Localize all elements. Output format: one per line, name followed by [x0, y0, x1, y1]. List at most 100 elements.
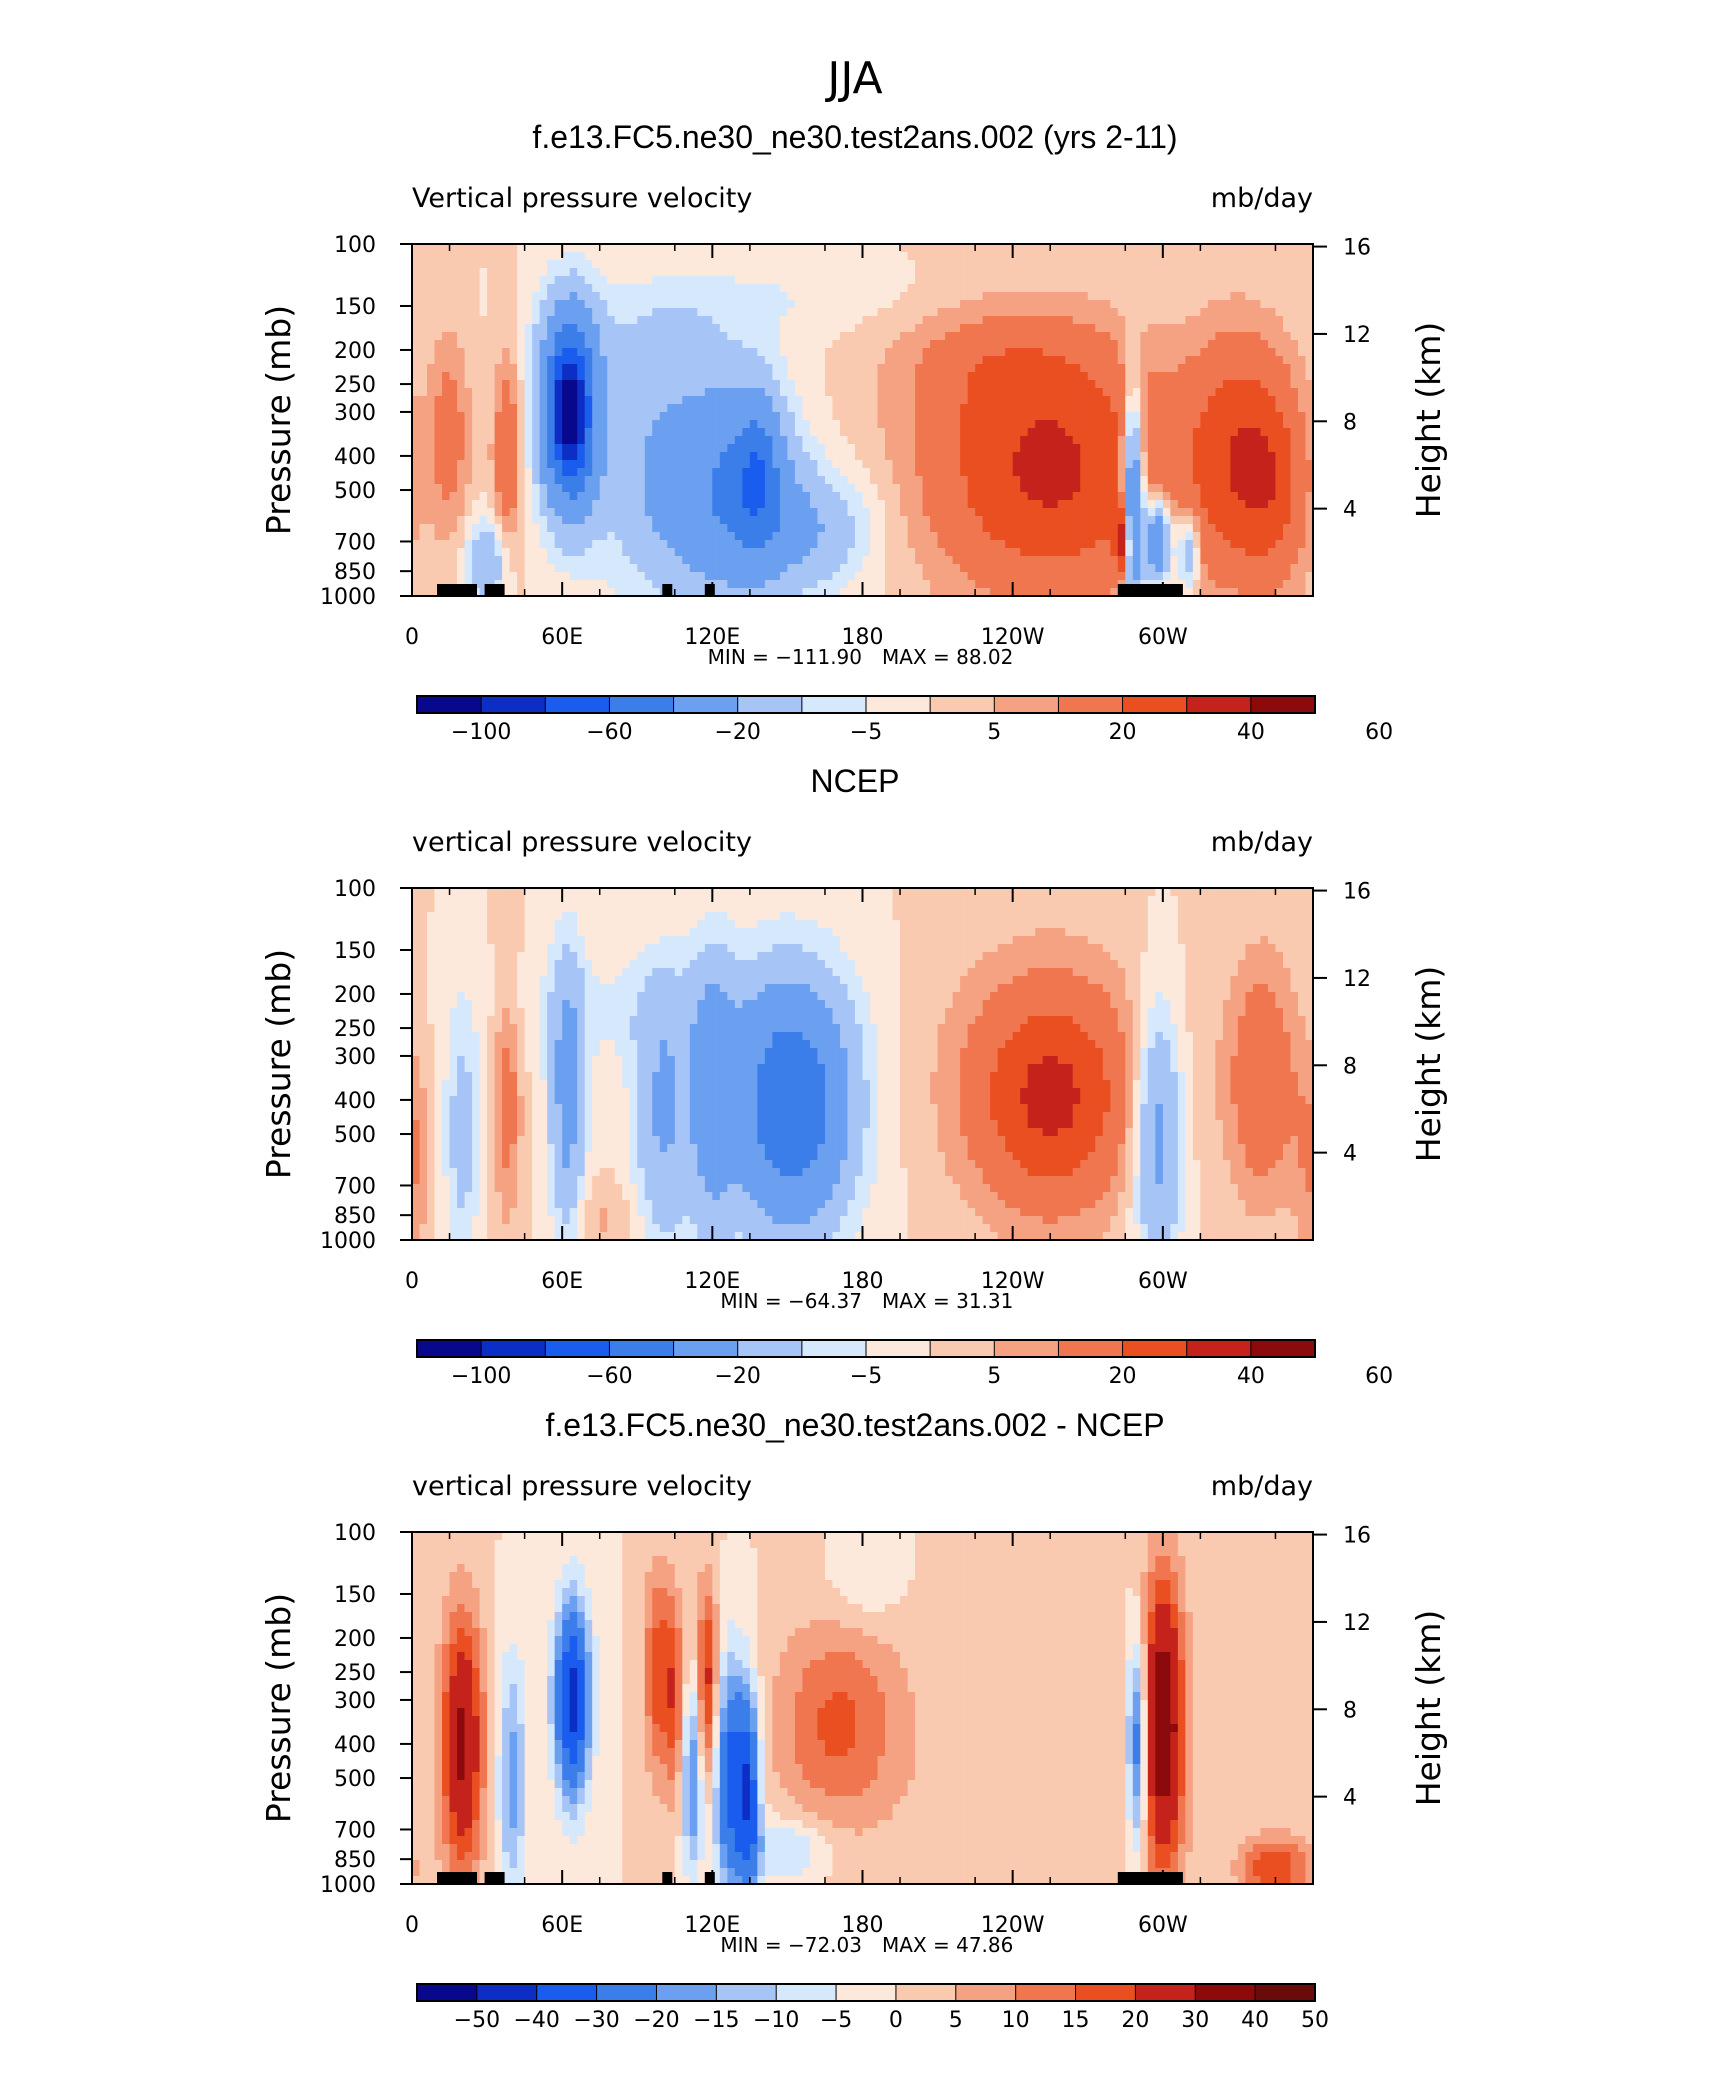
- field-cell: [952, 292, 961, 301]
- field-cell: [1057, 404, 1066, 413]
- field-cell: [1095, 372, 1104, 381]
- field-cell: [832, 348, 841, 357]
- field-cell: [712, 356, 721, 365]
- field-cell: [622, 444, 631, 453]
- field-cell: [1117, 364, 1126, 373]
- field-cell: [449, 564, 458, 573]
- field-cell: [877, 348, 886, 357]
- field-cell: [1110, 260, 1119, 269]
- field-cell: [472, 300, 481, 309]
- field-cell: [1215, 276, 1224, 285]
- field-cell: [990, 564, 999, 573]
- field-cell: [1125, 548, 1134, 557]
- field-cell: [442, 300, 451, 309]
- field-cell: [659, 388, 668, 397]
- field-cell: [494, 556, 503, 565]
- field-cell: [960, 548, 969, 557]
- field-cell: [967, 356, 976, 365]
- field-cell: [667, 308, 676, 317]
- field-cell: [847, 268, 856, 277]
- field-cell: [719, 476, 728, 485]
- field-cell: [607, 420, 616, 429]
- field-cell: [1147, 452, 1156, 461]
- field-cell: [1027, 284, 1036, 293]
- field-cell: [1185, 268, 1194, 277]
- field-cell: [592, 532, 601, 541]
- field-cell: [682, 380, 691, 389]
- field-cell: [922, 500, 931, 509]
- field-cell: [667, 340, 676, 349]
- field-cell: [1207, 532, 1216, 541]
- field-cell: [719, 244, 728, 253]
- field-cell: [1252, 308, 1262, 317]
- field-cell: [1012, 252, 1021, 261]
- field-cell: [1192, 476, 1201, 485]
- field-cell: [667, 444, 676, 453]
- field-cell: [412, 484, 421, 493]
- field-cell: [674, 444, 683, 453]
- field-cell: [569, 476, 578, 485]
- field-cell: [877, 388, 886, 397]
- field-cell: [915, 524, 924, 533]
- field-cell: [674, 428, 683, 437]
- field-cell: [1170, 356, 1179, 365]
- field-cell: [704, 508, 713, 517]
- field-cell: [1057, 452, 1066, 461]
- field-cell: [457, 324, 466, 333]
- field-cell: [1297, 388, 1307, 397]
- field-cell: [682, 428, 691, 437]
- field-cell: [975, 500, 984, 509]
- field-cell: [1020, 252, 1029, 261]
- field-cell: [1042, 524, 1051, 533]
- field-cell: [472, 444, 481, 453]
- field-cell: [802, 364, 811, 373]
- field-cell: [990, 308, 999, 317]
- field-cell: [547, 436, 556, 445]
- field-cell: [982, 500, 991, 509]
- field-cell: [847, 548, 856, 557]
- field-cell: [892, 372, 901, 381]
- field-cell: [442, 468, 451, 477]
- field-cell: [1252, 428, 1262, 437]
- field-cell: [674, 372, 683, 381]
- field-cell: [524, 452, 533, 461]
- field-cell: [1245, 452, 1254, 461]
- field-cell: [1275, 420, 1284, 429]
- field-cell: [1207, 388, 1216, 397]
- field-cell: [967, 436, 976, 445]
- field-cell: [749, 476, 758, 485]
- field-cell: [614, 244, 623, 253]
- field-cell: [659, 292, 668, 301]
- field-cell: [779, 364, 789, 373]
- field-cell: [727, 284, 736, 293]
- field-cell: [1230, 540, 1239, 549]
- field-cell: [1020, 284, 1029, 293]
- field-cell: [779, 308, 789, 317]
- field-cell: [1185, 452, 1194, 461]
- field-cell: [494, 524, 503, 533]
- field-cell: [547, 388, 556, 397]
- field-cell: [509, 548, 518, 557]
- field-cell: [1042, 348, 1051, 357]
- field-cell: [554, 428, 563, 437]
- field-cell: [577, 420, 586, 429]
- field-cell: [1095, 532, 1104, 541]
- field-cell: [419, 340, 428, 349]
- field-cell: [1260, 364, 1269, 373]
- field-cell: [1072, 428, 1081, 437]
- field-cell: [517, 548, 526, 557]
- field-cell: [637, 500, 646, 509]
- field-cell: [982, 404, 991, 413]
- field-cell: [502, 468, 511, 477]
- field-cell: [1072, 532, 1081, 541]
- field-cell: [644, 380, 653, 389]
- field-cell: [1222, 268, 1232, 277]
- field-cell: [1290, 284, 1299, 293]
- field-cell: [749, 244, 758, 253]
- field-cell: [629, 300, 638, 309]
- field-cell: [787, 524, 796, 533]
- field-cell: [674, 524, 683, 533]
- field-cell: [569, 348, 578, 357]
- field-cell: [682, 252, 691, 261]
- field-cell: [622, 244, 631, 253]
